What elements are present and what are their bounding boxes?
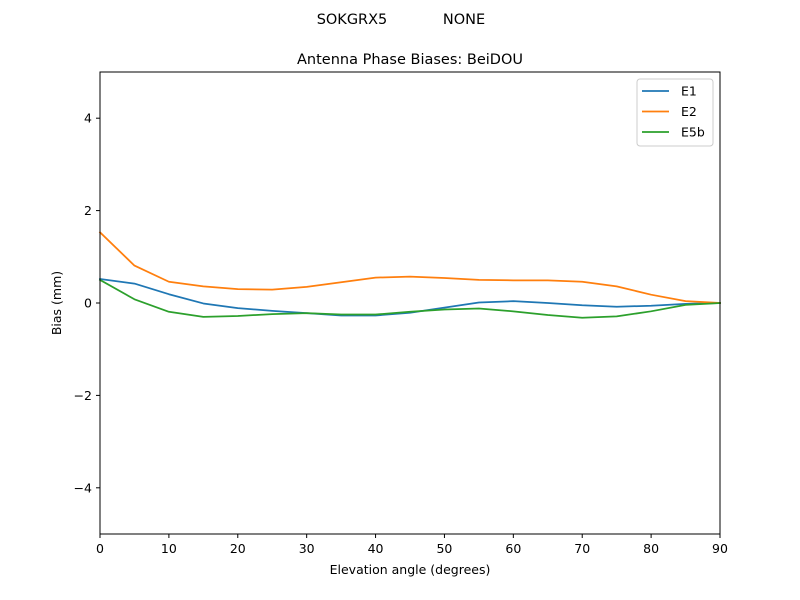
y-tick-label: 4 <box>84 111 92 126</box>
legend-label-e1: E1 <box>681 84 697 99</box>
y-axis-label: Bias (mm) <box>49 271 64 335</box>
y-tick-label: 2 <box>84 203 92 218</box>
x-tick-label: 40 <box>368 541 384 556</box>
x-tick-label: 90 <box>712 541 728 556</box>
x-tick-label: 70 <box>574 541 590 556</box>
x-tick-label: 20 <box>230 541 246 556</box>
plot-area: 0 10 20 30 40 50 60 70 80 90 −4 −2 0 2 4 <box>74 111 728 556</box>
axes-frame <box>99 71 721 535</box>
legend-label-e5b: E5b <box>681 125 705 140</box>
y-tick-label: 0 <box>84 296 92 311</box>
legend-box <box>636 78 714 147</box>
suptitle-station: SOKGRX5 <box>317 12 388 28</box>
suptitle-radome: NONE <box>443 12 485 28</box>
x-tick-label: 0 <box>96 541 104 556</box>
series-line-e1 <box>99 277 721 317</box>
x-tick-label: 50 <box>436 541 452 556</box>
x-axis-label: Elevation angle (degrees) <box>330 562 491 577</box>
chart-title: Antenna Phase Biases: BeiDOU <box>297 52 523 68</box>
x-tick-label: 80 <box>643 541 659 556</box>
series-line-e2 <box>98 231 721 304</box>
series-line-e5b <box>98 278 721 319</box>
legend: E1 E2 E5b <box>636 78 714 147</box>
x-tick-label: 10 <box>161 541 177 556</box>
y-tick-label: −2 <box>74 388 92 403</box>
legend-label-e2: E2 <box>681 104 697 119</box>
x-tick-label: 60 <box>505 541 521 556</box>
x-tick-label: 30 <box>299 541 315 556</box>
y-tick-label: −4 <box>74 480 92 495</box>
